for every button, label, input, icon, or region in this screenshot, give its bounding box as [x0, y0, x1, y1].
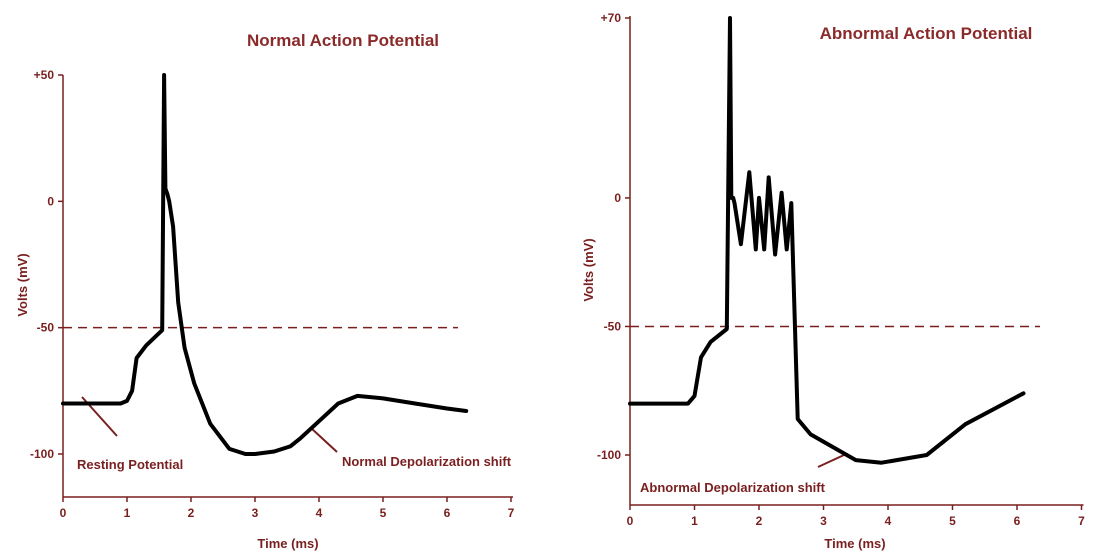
y-axis-label: Volts (mV) [15, 253, 30, 316]
action-potential-trace [61, 73, 469, 456]
y-tick-label: -100 [597, 448, 621, 462]
x-tick-label: 5 [380, 506, 387, 520]
y-tick-label: +50 [34, 68, 55, 82]
action-potential-trace [628, 16, 1026, 465]
y-axis-ticks: +70 0 -50 -100 [597, 11, 630, 462]
x-tick-label: 4 [316, 506, 323, 520]
x-tick-label: 2 [756, 514, 763, 528]
abnormal-action-potential-chart: Abnormal Action Potential +70 0 -50 -100 0 1… [581, 11, 1085, 551]
x-tick-label: 6 [1014, 514, 1021, 528]
x-tick-label: 7 [508, 506, 515, 520]
chart-title: Normal Action Potential [247, 31, 439, 50]
y-axis-ticks: +50 0 -50 -100 [30, 68, 63, 461]
y-axis-label: Volts (mV) [581, 238, 596, 301]
normal-depolarization-pointer [310, 427, 338, 453]
y-tick-label: -50 [604, 319, 622, 333]
x-tick-label: 2 [188, 506, 195, 520]
y-tick-label: 0 [614, 191, 621, 205]
y-tick-label: -100 [30, 447, 54, 461]
x-tick-label: 0 [60, 506, 67, 520]
x-tick-label: 0 [627, 514, 634, 528]
x-tick-label: 1 [124, 506, 131, 520]
x-tick-label: 4 [885, 514, 892, 528]
y-tick-label: -50 [37, 321, 55, 335]
x-tick-label: 7 [1078, 514, 1085, 528]
x-tick-label: 3 [252, 506, 259, 520]
x-axis-label: Time (ms) [257, 536, 318, 551]
x-tick-label: 5 [949, 514, 956, 528]
normal-action-potential-chart: Normal Action Potential +50 0 -50 -100 0 1 2 3… [15, 31, 515, 551]
x-tick-label: 3 [820, 514, 827, 528]
x-axis-label: Time (ms) [824, 536, 885, 551]
x-axis-ticks: 0 1 2 3 4 5 6 7 [627, 505, 1085, 528]
x-axis-ticks: 0 1 2 3 4 5 6 7 [60, 497, 515, 520]
x-tick-label: 1 [691, 514, 698, 528]
resting-potential-annotation: Resting Potential [77, 457, 183, 472]
y-tick-label: +70 [601, 11, 622, 25]
y-tick-label: 0 [47, 194, 54, 208]
abnormal-depolarization-pointer [817, 454, 845, 468]
abnormal-depolarization-annotation: Abnormal Depolarization shift [640, 480, 826, 495]
normal-depolarization-annotation: Normal Depolarization shift [342, 454, 512, 469]
x-tick-label: 6 [444, 506, 451, 520]
chart-title: Abnormal Action Potential [820, 24, 1033, 43]
